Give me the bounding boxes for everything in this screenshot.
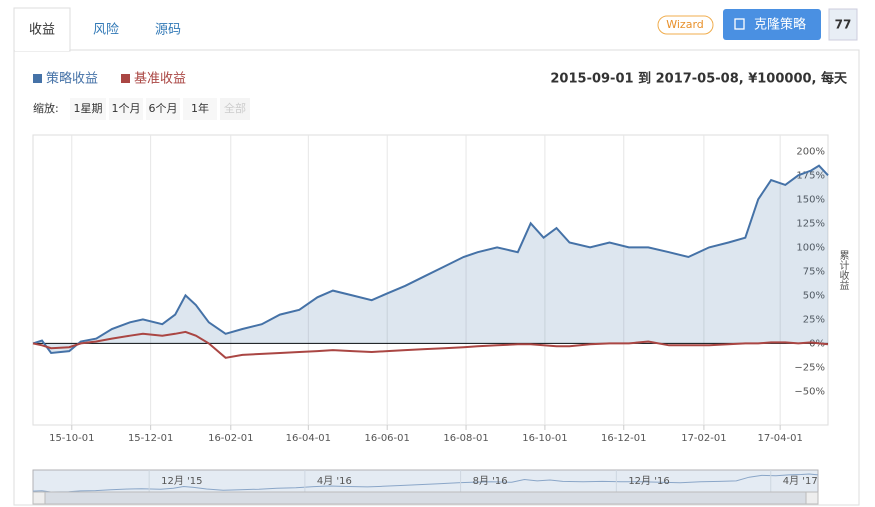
y-tick-label: −50%	[794, 386, 825, 397]
zoom-button[interactable]	[146, 98, 180, 120]
x-tick-label: 17-02-01	[681, 433, 726, 444]
x-tick-label: 16-06-01	[364, 433, 409, 444]
y-tick-label: 25%	[803, 314, 825, 325]
y-tick-label: −25%	[794, 362, 825, 373]
series-line	[32, 330, 829, 359]
zoom-text: 1星期	[74, 102, 103, 115]
y-tick-label: 200%	[796, 146, 825, 157]
x-tick-label: 15-10-01	[49, 433, 94, 444]
y-axis-title: 累计收益	[837, 250, 849, 290]
range-text: 2015-09-01 到 2017-05-08, ¥100000, 每天	[550, 71, 848, 87]
zoom-text: 6个月	[149, 102, 178, 115]
clone-text: 克隆策略	[754, 17, 806, 33]
legend-swatch	[33, 74, 42, 83]
y-tick-label: 100%	[796, 242, 825, 253]
x-tick-label: 16-02-01	[208, 433, 253, 444]
zoom-label: 缩放:	[33, 101, 59, 115]
wizard-text: Wizard	[666, 18, 704, 31]
area	[33, 165, 828, 353]
zoom-button[interactable]	[109, 98, 143, 120]
tab[interactable]: 收益	[29, 23, 55, 38]
x-tick-label: 16-12-01	[601, 433, 646, 444]
x-tick-label: 16-04-01	[286, 433, 331, 444]
x-tick-label: 17-04-01	[757, 433, 802, 444]
panel	[13, 49, 860, 506]
y-tick-label: 175%	[796, 170, 825, 181]
x-tick-label: 16-08-01	[443, 433, 488, 444]
zoom-button[interactable]	[220, 98, 250, 120]
tab[interactable]: 源码	[155, 23, 181, 38]
y-tick-label: 150%	[796, 194, 825, 205]
tab[interactable]: 风险	[93, 23, 119, 38]
y-tick-label: 125%	[796, 218, 825, 229]
scrollbar[interactable]	[32, 491, 819, 505]
navigator-label: 12月 '15	[161, 475, 202, 487]
wizard-badge[interactable]	[657, 15, 714, 35]
y-tick-label: 75%	[803, 266, 825, 277]
legend-swatch	[121, 74, 130, 83]
zoom-button[interactable]	[183, 98, 217, 120]
legend-label: 策略收益	[46, 71, 98, 87]
clone-button[interactable]	[723, 9, 821, 40]
navigator-line	[32, 473, 819, 493]
scroll-left[interactable]	[32, 491, 46, 505]
clone-icon	[734, 18, 745, 30]
navigator-label: 4月 '17	[783, 475, 818, 487]
count: 77	[835, 18, 852, 32]
zoom-text: 1个月	[112, 102, 141, 115]
navigator-label: 8月 '16	[473, 475, 508, 487]
count-box[interactable]	[828, 8, 858, 41]
scroll-right[interactable]	[805, 491, 819, 505]
zoom-text: 1年	[191, 101, 209, 115]
x-tick-label: 15-12-01	[128, 433, 173, 444]
series-line	[32, 164, 829, 355]
legend-label: 基准收益	[134, 72, 186, 87]
plot-area	[32, 134, 829, 426]
y-tick-label: 50%	[803, 290, 825, 301]
navigator-label: 12月 '16	[628, 475, 669, 487]
navigator-label: 4月 '16	[317, 475, 352, 487]
zoom-text: 全部	[224, 101, 246, 115]
zoom-button[interactable]	[70, 98, 106, 120]
x-tick-label: 16-10-01	[522, 433, 567, 444]
